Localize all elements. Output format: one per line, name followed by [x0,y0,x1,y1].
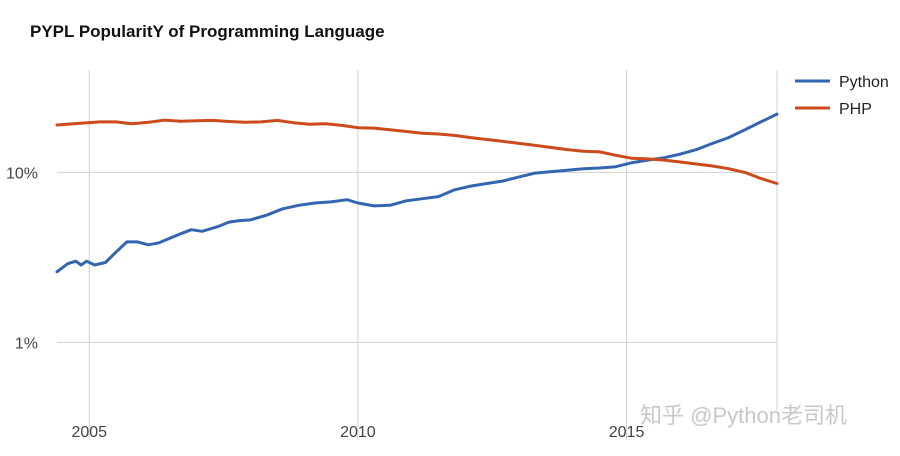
grid-lines [57,70,778,440]
legend-label-php: PHP [839,101,872,118]
axis-ticks: 2005 2010 2015 1% 10% [6,165,644,441]
chart-title: PYPL PopularitY of Programming Language [30,22,385,41]
y-tick-label: 10% [6,165,38,182]
x-tick-label: 2005 [71,424,107,441]
watermark-text: 知乎 @Python老司机 [640,403,847,428]
series-line-php [55,118,779,185]
x-tick-label: 2015 [609,424,645,441]
series-line-python [55,112,779,274]
series-lines [55,112,779,274]
legend: Python PHP [795,74,889,118]
legend-label-python: Python [839,74,889,91]
y-tick-label: 1% [15,335,38,352]
x-tick-label: 2010 [340,424,376,441]
